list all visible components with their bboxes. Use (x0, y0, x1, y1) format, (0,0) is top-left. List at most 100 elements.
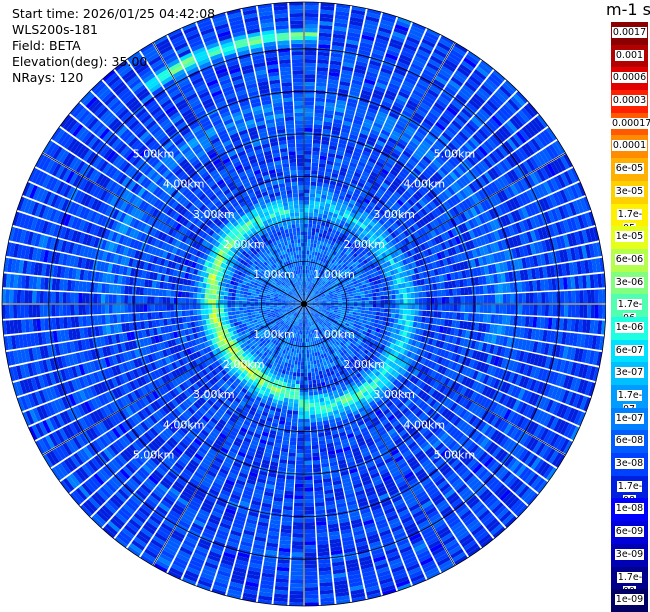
range-gate-cell (288, 360, 292, 364)
range-gate-cell (197, 299, 201, 304)
range-gate-cell (305, 476, 313, 480)
range-gate-cell (425, 317, 430, 323)
range-gate-cell (94, 315, 99, 325)
range-gate-cell (208, 309, 212, 314)
range-gate-cell (224, 304, 228, 308)
range-gate-cell (197, 288, 201, 293)
range-gate-cell (48, 305, 52, 317)
range-gate-cell (305, 468, 313, 472)
range-gate-cell (308, 373, 312, 377)
range-gate-cell (398, 319, 403, 324)
range-gate-cell (44, 305, 48, 317)
range-gate-cell (194, 287, 198, 292)
range-gate-cell (93, 305, 97, 315)
range-gate-cell (350, 304, 354, 306)
range-gate-cell (105, 315, 110, 324)
range-gate-cell (231, 308, 235, 312)
range-gate-cell (510, 315, 515, 325)
range-gate-cell (213, 290, 217, 295)
range-gate-cell (97, 294, 101, 304)
range-gate-cell (304, 430, 310, 434)
range-gate-cell (277, 305, 281, 306)
range-gate-cell (383, 317, 387, 321)
range-gate-cell (262, 300, 266, 302)
range-gate-cell (305, 327, 306, 331)
range-gate-cell (305, 495, 314, 499)
range-gate-cell (193, 299, 197, 304)
range-gate-cell (51, 305, 55, 317)
range-gate-cell (178, 317, 183, 323)
range-gate-cell (86, 293, 90, 303)
range-gate-cell (17, 305, 21, 318)
range-gate-cell (210, 319, 215, 324)
range-gate-cell (292, 422, 298, 426)
range-gate-cell (294, 399, 299, 403)
range-gate-cell (296, 468, 304, 472)
range-gate-cell (40, 291, 44, 303)
range-gate-cell (193, 304, 197, 309)
range-gate-cell (205, 294, 209, 299)
range-gate-cell (358, 304, 362, 307)
range-gate-cell (310, 411, 315, 415)
range-gate-cell (426, 311, 430, 317)
range-gate-cell (224, 300, 228, 304)
range-gate-cell (270, 307, 274, 309)
range-gate-cell (295, 357, 298, 361)
range-gate-cell (293, 353, 296, 357)
range-gate-cell (311, 349, 314, 353)
range-gate-cell (255, 311, 259, 314)
range-gate-cell (171, 318, 176, 325)
range-gate-cell (121, 285, 125, 294)
range-gate-cell (162, 304, 166, 311)
range-gate-cell (315, 356, 318, 360)
range-gate-cell (293, 518, 303, 522)
range-gate-cell (296, 376, 300, 380)
range-gate-cell (48, 291, 52, 303)
range-gate-cell (572, 305, 576, 318)
range-gate-cell (304, 419, 309, 423)
range-gate-cell (251, 309, 255, 312)
range-gate-cell (301, 331, 303, 335)
range-gate-cell (283, 433, 290, 438)
range-gate-cell (296, 457, 303, 461)
range-gate-cell (163, 290, 167, 297)
range-gate-cell (316, 410, 321, 414)
range-gate-cell (595, 305, 599, 319)
range-gate-cell (189, 298, 193, 303)
range-gate-cell (159, 304, 163, 311)
range-gate-cell (285, 483, 294, 487)
range-gate-cell (526, 305, 530, 315)
range-gate-cell (468, 313, 472, 321)
range-gate-cell (247, 295, 251, 298)
range-gate-cell (533, 305, 537, 316)
range-gate-cell (227, 304, 231, 308)
range-gate-cell (101, 305, 105, 314)
range-gate-cell (197, 315, 201, 320)
range-gate-cell (410, 316, 414, 321)
range-gate-cell (101, 283, 106, 293)
range-gate-cell (460, 313, 464, 321)
range-gate-cell (312, 445, 319, 449)
range-gate-cell (290, 591, 303, 595)
range-gate-cell (414, 310, 418, 315)
range-gate-cell (178, 298, 182, 304)
range-gate-cell (232, 289, 236, 293)
range-gate-cell (377, 304, 381, 308)
range-gate-cell (109, 294, 113, 303)
range-gate-cell (178, 291, 182, 297)
range-gate-cell (286, 414, 292, 418)
range-gate-cell (304, 438, 310, 442)
range-gate-cell (224, 308, 228, 312)
range-gate-cell (313, 391, 318, 395)
range-gate-cell (406, 315, 410, 320)
range-gate-cell (166, 290, 170, 297)
range-gate-cell (498, 315, 503, 324)
range-gate-cell (391, 313, 395, 318)
range-gate-cell (270, 306, 274, 308)
range-gate-cell (285, 371, 289, 375)
range-gate-cell (308, 369, 311, 373)
range-gate-cell (289, 356, 292, 360)
range-gate-cell (403, 304, 407, 309)
range-gate-cell (305, 564, 317, 568)
range-gate-cell (182, 304, 186, 310)
